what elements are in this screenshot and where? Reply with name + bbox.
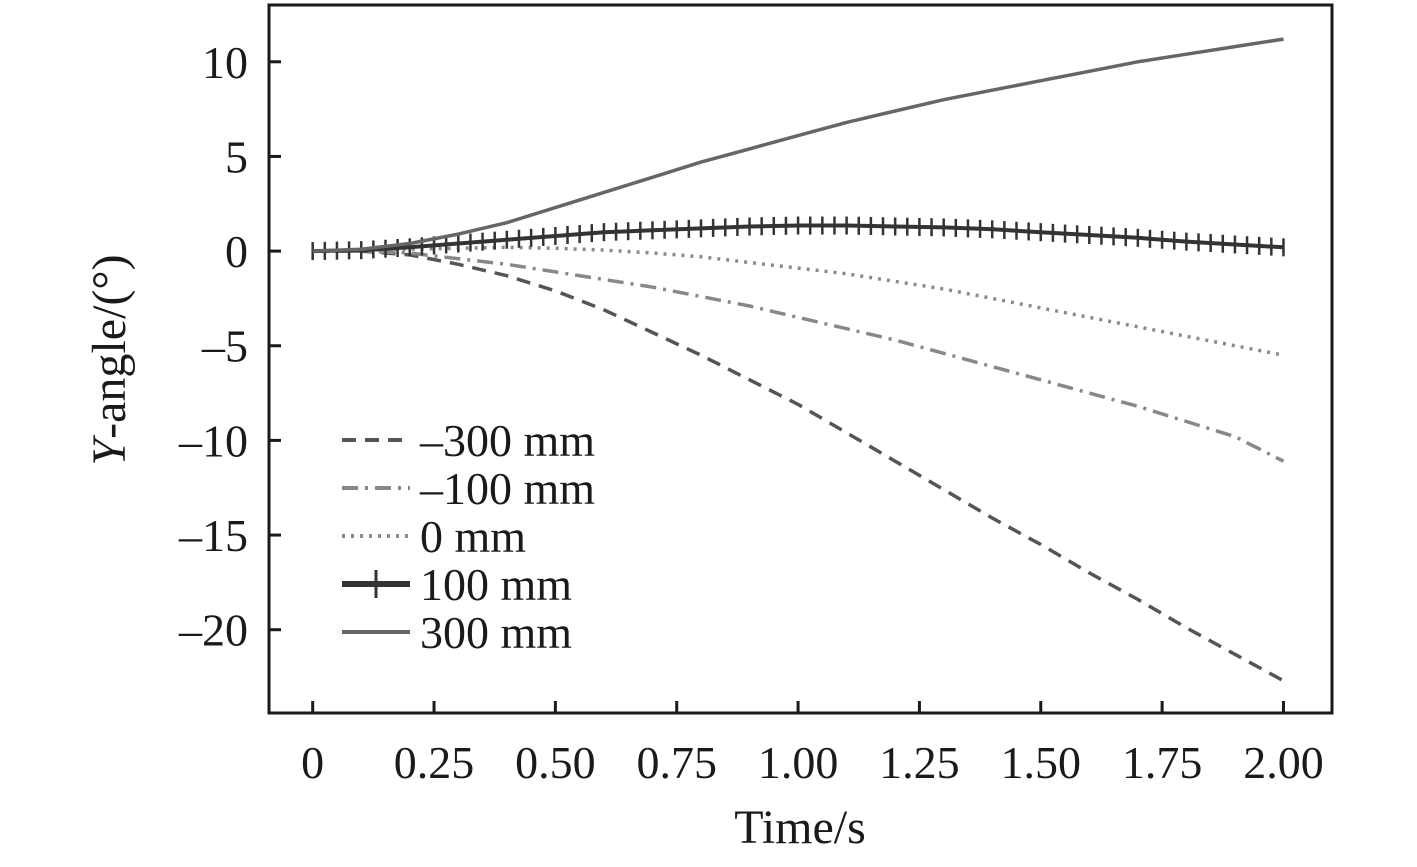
- y-tick-label: –20: [178, 605, 248, 656]
- legend-label: –300 mm: [419, 415, 595, 466]
- y-axis-label-rest: -angle/(°): [83, 254, 136, 438]
- x-tick-label: 1.00: [758, 737, 839, 788]
- series-line-0: [312, 249, 1285, 683]
- x-tick-label: 0.75: [636, 737, 717, 788]
- x-tick-label: 2.00: [1243, 737, 1324, 788]
- y-tick-label: 10: [202, 37, 248, 88]
- y-tick-label: –5: [201, 321, 248, 372]
- x-tick-label: 0.25: [394, 737, 475, 788]
- series-line-4: [312, 37, 1284, 253]
- legend-label: 300 mm: [420, 607, 572, 658]
- x-tick-label: 0.50: [515, 737, 596, 788]
- series-line-1: [312, 249, 1285, 463]
- y-axis-label-italic: Y: [83, 435, 136, 466]
- y-tick-label: –15: [178, 510, 248, 561]
- legend-label: 100 mm: [420, 559, 572, 610]
- y-tick-label: –10: [178, 415, 248, 466]
- plot-frame: [267, 3, 1334, 715]
- ticks-layer: 0 0.25 0.50 0.75 1.00 1.25 1.50 1.75 2.00 10 5 0 –5 –…: [178, 37, 1324, 788]
- x-tick-label: 1.25: [879, 737, 960, 788]
- series-line-2: [312, 245, 1284, 357]
- x-tick-label: 1.75: [1122, 737, 1203, 788]
- x-tick-label: 1.50: [1001, 737, 1082, 788]
- x-tick-label: 0: [301, 737, 324, 788]
- y-tick-label: 0: [225, 226, 248, 277]
- y-tick-label: 5: [225, 131, 248, 182]
- x-axis-label: Time/s: [734, 801, 866, 854]
- legend-label: –100 mm: [419, 463, 595, 514]
- legend-label: 0 mm: [420, 511, 526, 562]
- series-layer: [311, 37, 1285, 683]
- y-axis-label: Y-angle/(°): [83, 254, 136, 465]
